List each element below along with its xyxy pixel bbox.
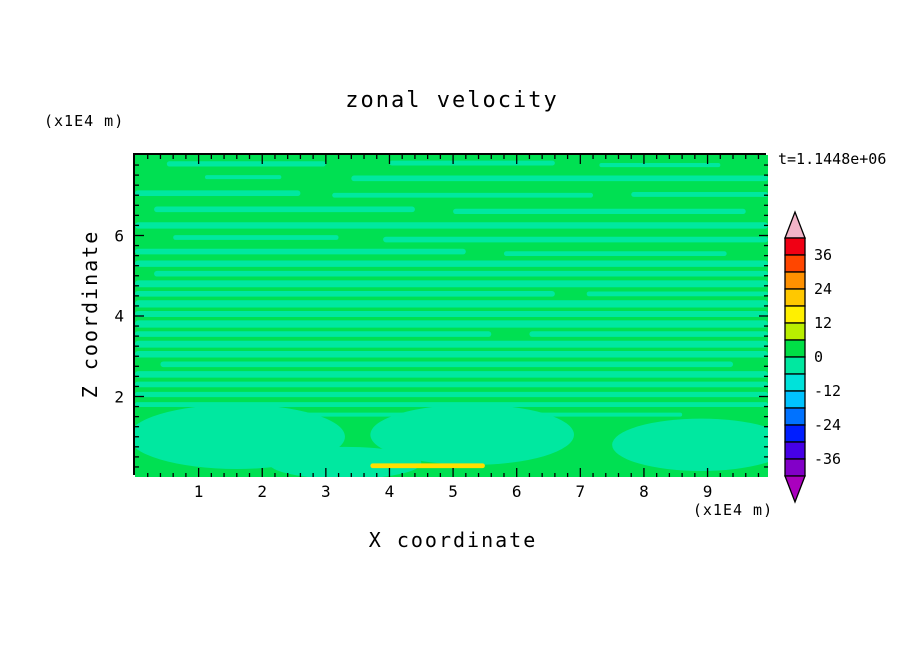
y-tick-label: 4 [114, 306, 124, 326]
y-tick-label: 2 [114, 387, 124, 406]
x-tick-label: 9 [702, 482, 713, 501]
x-tick-label: 8 [639, 482, 649, 501]
y-axis-label: Z coordinate [78, 229, 102, 399]
y-tick-label: 6 [114, 226, 124, 245]
x-tick-label: 2 [257, 482, 268, 501]
x-axis-label: X coordinate [368, 528, 538, 552]
x-tick-label: 1 [193, 482, 204, 501]
colorbar-tick-label: -36 [814, 450, 842, 468]
colorbar-tick-label: 24 [814, 280, 833, 298]
contour-field [135, 155, 768, 477]
x-tick-label: 7 [575, 482, 586, 501]
x-tick-label: 5 [448, 482, 458, 501]
colorbar-tick-label: 36 [814, 246, 833, 264]
colorbar-tick-label: -24 [814, 416, 842, 434]
x-tick-label: 6 [511, 482, 522, 501]
x-axis-unit-label: (x1E4 m) [692, 501, 774, 519]
colorbar [784, 210, 806, 504]
chart-title: zonal velocity [345, 88, 559, 113]
colorbar-tick-label: 0 [814, 348, 824, 366]
x-tick-label: 3 [321, 482, 331, 501]
colorbar-tick-label: 12 [814, 314, 833, 332]
y-axis-unit-label: (x1E4 m) [44, 112, 125, 130]
time-annotation: t=1.1448e+06 [778, 150, 887, 168]
x-tick-label: 4 [384, 482, 395, 501]
colorbar-tick-label: -12 [814, 382, 842, 400]
plot-area [133, 153, 768, 477]
